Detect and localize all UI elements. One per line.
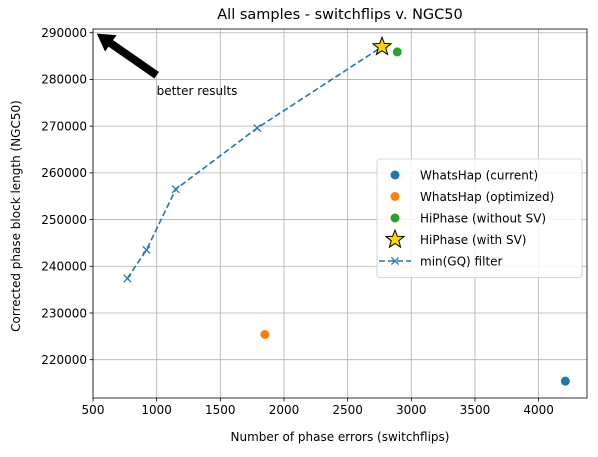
axis-ticks: 500 1000 1500 2000 2500 3000 3500 4000 220000 230…: [41, 26, 554, 417]
legend-item: min(GQ) filter: [379, 254, 503, 268]
data-point: [171, 185, 180, 194]
data-point: [371, 35, 393, 56]
annotation: better results: [96, 33, 238, 98]
series-2: [392, 47, 402, 57]
annotation-arrow: [96, 33, 159, 79]
legend-item: HiPhase (with SV): [384, 228, 526, 249]
y-tick-label: 230000: [41, 306, 87, 320]
x-tick-label: 2500: [332, 403, 363, 417]
x-axis-label: Number of phase errors (switchflips): [231, 430, 450, 444]
legend-box: [376, 158, 583, 278]
x-marker-stroke: [142, 245, 151, 254]
data-point: [392, 47, 402, 57]
data-point: [260, 329, 270, 339]
series-4: [123, 42, 387, 283]
legend-marker: [390, 213, 400, 223]
legend-label: min(GQ) filter: [420, 254, 503, 268]
x-marker-stroke: [253, 123, 262, 133]
x-marker-stroke: [390, 256, 400, 266]
legend-marker: [390, 192, 400, 201]
legend-marker: [390, 256, 400, 266]
legend-item: WhatsHap (optimized): [390, 190, 554, 204]
plot-frame: [92, 28, 588, 399]
y-tick-label: 240000: [41, 260, 87, 274]
data-point: [253, 123, 262, 133]
legend-label: HiPhase (without SV): [420, 211, 546, 225]
x-tick-label: 4000: [523, 403, 554, 417]
x-tick-label: 500: [82, 403, 105, 417]
x-tick-label: 3000: [396, 403, 427, 417]
chart-title: All samples - switchflips v. NGC50: [217, 7, 462, 23]
y-tick-label: 220000: [41, 353, 87, 367]
x-tick-label: 1500: [205, 403, 236, 417]
data-point: [123, 274, 132, 283]
y-tick-label: 270000: [41, 119, 87, 133]
series-layer: [123, 35, 570, 386]
y-tick-label: 250000: [41, 213, 87, 227]
y-tick-label: 280000: [41, 73, 87, 87]
y-tick-label: 290000: [41, 26, 87, 40]
x-tick-label: 1000: [141, 403, 172, 417]
legend-label: WhatsHap (optimized): [420, 190, 554, 204]
series-0: [560, 376, 570, 386]
data-point: [142, 245, 151, 254]
y-tick-label: 260000: [41, 166, 87, 180]
series-line: [126, 46, 383, 279]
x-tick-label: 3500: [460, 403, 491, 417]
annotation-text: better results: [157, 84, 238, 98]
x-tick-label: 2000: [269, 403, 300, 417]
x-marker-stroke: [171, 185, 180, 194]
legend-label: WhatsHap (current): [420, 168, 538, 182]
legend-marker: [390, 170, 400, 180]
data-point: [560, 376, 570, 386]
x-marker-stroke: [123, 274, 132, 283]
legend-item: WhatsHap (current): [390, 168, 538, 182]
y-axis-label: Corrected phase block length (NGC50): [9, 100, 23, 332]
legend-label: HiPhase (with SV): [420, 233, 526, 247]
series-3: [371, 35, 393, 56]
legend-marker: [384, 228, 406, 249]
legend-item: HiPhase (without SV): [390, 211, 546, 225]
legend: WhatsHap (current) WhatsHap (optimized) Hi…: [376, 158, 583, 278]
series-1: [260, 329, 270, 339]
